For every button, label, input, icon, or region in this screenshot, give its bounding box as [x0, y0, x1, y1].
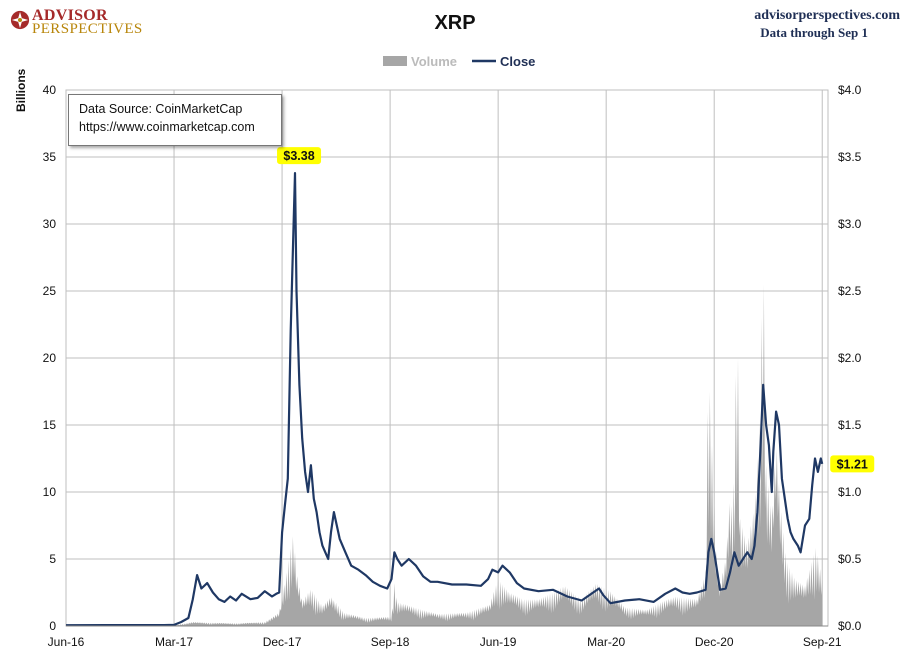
- x-tick-label: Mar-17: [155, 635, 193, 649]
- y-tick-label-left: 20: [43, 351, 57, 365]
- y-tick-label-left: 35: [43, 150, 57, 164]
- y-tick-label-right: $3.0: [838, 217, 862, 231]
- x-tick-label: Mar-20: [587, 635, 625, 649]
- y-tick-label-right: $3.5: [838, 150, 862, 164]
- y-tick-label-right: $1.0: [838, 485, 862, 499]
- y-tick-label-right: $1.5: [838, 418, 862, 432]
- y-tick-label-left: 0: [49, 619, 56, 633]
- annotation-callout-label: $1.21: [837, 457, 868, 471]
- y-tick-label-left: 25: [43, 284, 57, 298]
- annotation-callout-bg: [830, 455, 875, 473]
- annotation-callout-bg: [277, 147, 322, 165]
- chart-title: XRP: [434, 12, 476, 34]
- y-tick-label-right: $4.0: [838, 83, 862, 97]
- logo-text-perspectives: PERSPECTIVES: [32, 21, 143, 37]
- close-series: [65, 172, 824, 627]
- axes: 0 $0.0 5 $0.5 10 $1.0 15 $1.5 20 $2.0 25 $2.5 30 $3.0…: [43, 83, 862, 649]
- close-line: [65, 172, 824, 627]
- volume-series: [66, 284, 823, 626]
- x-tick-label: Jun-16: [48, 635, 85, 649]
- x-tick-label: Sep-18: [371, 635, 410, 649]
- annotation-callout-label: $3.38: [283, 149, 314, 163]
- advisor-perspectives-logo: [10, 10, 30, 30]
- data-through-date: Data through Sep 1: [760, 25, 868, 40]
- data-source-label: Data Source: CoinMarketCap: [79, 102, 243, 116]
- y-tick-label-right: $0.5: [838, 552, 862, 566]
- x-tick-label: Sep-21: [803, 635, 842, 649]
- site-name: advisorperspectives.com: [754, 8, 900, 23]
- y-tick-label-left: 40: [43, 83, 57, 97]
- y-tick-label-right: $0.0: [838, 619, 862, 633]
- y-tick-label-left: 5: [49, 552, 56, 566]
- x-tick-label: Jun-19: [480, 635, 517, 649]
- x-tick-label: Dec-20: [695, 635, 734, 649]
- logo-text-advisor: ADVISOR: [32, 7, 108, 24]
- legend-label-close: Close: [500, 54, 535, 69]
- data-source-box: Data Source: CoinMarketCap https://www.c…: [68, 94, 282, 146]
- y-tick-label-right: $2.5: [838, 284, 862, 298]
- legend: Volume Close: [383, 54, 535, 69]
- y-tick-label-left: 30: [43, 217, 57, 231]
- y-tick-label-left: 10: [43, 485, 57, 499]
- legend-swatch-volume: [383, 56, 407, 66]
- annotations: $3.38 $1.21: [277, 147, 875, 473]
- volume-area: [66, 284, 823, 626]
- data-source-url: https://www.coinmarketcap.com: [79, 120, 255, 134]
- legend-label-volume: Volume: [411, 54, 457, 69]
- x-tick-label: Dec-17: [263, 635, 302, 649]
- y-tick-label-right: $2.0: [838, 351, 862, 365]
- y-tick-label-left: 15: [43, 418, 57, 432]
